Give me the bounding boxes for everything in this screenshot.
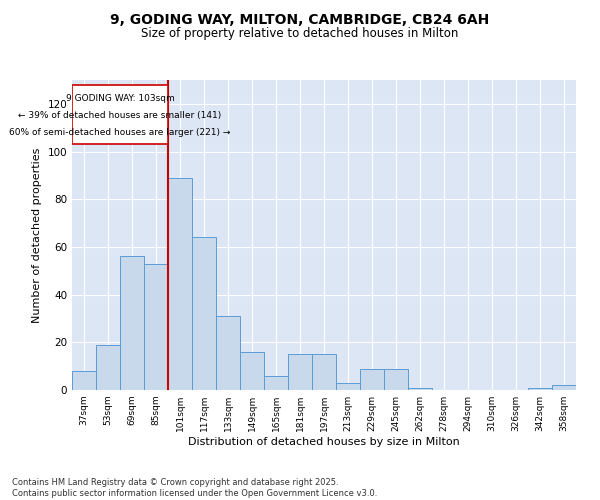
Bar: [192, 238, 216, 390]
Bar: [240, 352, 264, 390]
Bar: [408, 388, 432, 390]
Bar: [552, 385, 576, 390]
Bar: [264, 376, 288, 390]
Y-axis label: Number of detached properties: Number of detached properties: [32, 148, 42, 322]
Bar: [384, 368, 408, 390]
Bar: [336, 383, 360, 390]
Bar: [144, 264, 168, 390]
Text: Contains HM Land Registry data © Crown copyright and database right 2025.
Contai: Contains HM Land Registry data © Crown c…: [12, 478, 377, 498]
Text: ← 39% of detached houses are smaller (141): ← 39% of detached houses are smaller (14…: [19, 111, 221, 120]
Bar: [168, 178, 192, 390]
Bar: [96, 344, 120, 390]
Text: 60% of semi-detached houses are larger (221) →: 60% of semi-detached houses are larger (…: [10, 128, 230, 136]
Bar: [120, 256, 144, 390]
Bar: [528, 388, 552, 390]
Bar: [360, 368, 384, 390]
Text: 9, GODING WAY, MILTON, CAMBRIDGE, CB24 6AH: 9, GODING WAY, MILTON, CAMBRIDGE, CB24 6…: [110, 12, 490, 26]
Text: Size of property relative to detached houses in Milton: Size of property relative to detached ho…: [142, 28, 458, 40]
Bar: [312, 354, 336, 390]
Bar: [288, 354, 312, 390]
Bar: [216, 316, 240, 390]
X-axis label: Distribution of detached houses by size in Milton: Distribution of detached houses by size …: [188, 437, 460, 447]
Text: 9 GODING WAY: 103sqm: 9 GODING WAY: 103sqm: [65, 94, 175, 104]
Bar: [72, 85, 168, 144]
Bar: [72, 371, 96, 390]
